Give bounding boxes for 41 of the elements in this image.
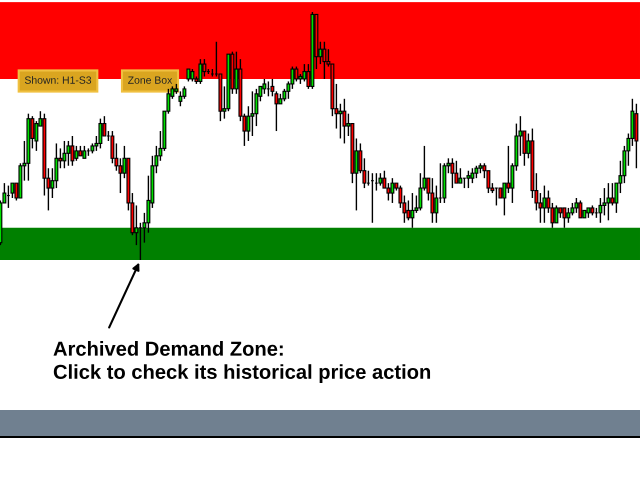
candlestick [178,90,182,107]
candlestick [562,207,566,228]
candlestick [578,200,582,219]
candlestick [610,182,614,206]
candlestick [198,58,202,85]
candlestick [470,168,474,184]
candlestick [66,140,70,166]
candlestick [70,135,74,166]
candlestick [466,170,470,189]
candlestick [74,145,78,162]
candlestick [554,204,558,224]
candlestick [62,140,66,169]
candlestick [342,98,346,144]
candlestick [430,177,434,224]
candlestick [606,182,610,222]
annotation: Shown: H1-S3 [24,76,92,84]
annotation: Zone Box [128,76,172,84]
candlestick [186,68,190,82]
candlestick [390,177,394,204]
candlestick [78,145,82,157]
candlestick [190,68,194,82]
candlestick [566,207,570,224]
candlestick [590,204,594,216]
candlestick [478,162,482,174]
candlestick [82,145,86,160]
text: Archived Demand Zone: Click to check its historical price action [54,341,430,383]
candlestick [250,90,254,137]
candlestick [338,103,342,140]
candlestick [450,158,454,189]
candlestick [410,192,414,228]
candlestick [458,168,462,184]
candlestick [262,78,266,95]
candlestick [34,120,38,152]
candlestick [474,165,478,179]
candlestick [542,184,546,224]
candlestick [454,160,458,184]
candlestick [98,118,102,150]
candlestick [586,207,590,219]
candlestick [278,93,282,104]
candlestick [378,172,382,186]
candlestick [406,200,410,222]
